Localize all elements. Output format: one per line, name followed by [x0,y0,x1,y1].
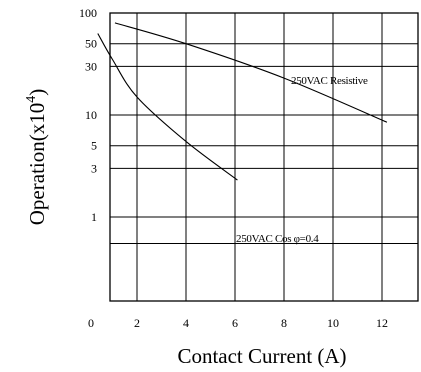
series-group [97,22,388,181]
x-tick-label-4: 4 [183,316,189,330]
y-tick-label-100: 100 [79,6,97,20]
x-tick-labels: 0 2 4 6 8 10 12 [88,316,388,330]
x-tick-label-2: 2 [134,316,140,330]
series-line-resistive [114,22,388,123]
y-tick-label-3: 3 [91,161,97,175]
grid [110,13,418,301]
x-tick-label-6: 6 [232,316,238,330]
x-tick-label-10: 10 [327,316,339,330]
x-tick-label-8: 8 [281,316,287,330]
y-axis-label: Operation(x104) [24,89,49,225]
x-tick-label-0: 0 [88,316,94,330]
y-tick-label-30: 30 [85,59,97,73]
x-tick-label-12: 12 [376,316,388,330]
y-axis-label-superscript: 4 [24,96,39,103]
y-tick-labels: 100 50 30 10 5 3 1 [79,6,97,224]
series-line-cos-phi [97,33,238,181]
y-tick-label-5: 5 [91,139,97,153]
y-tick-label-10: 10 [85,108,97,122]
series-label-resistive: 250VAC Resistive [291,75,368,87]
y-tick-label-50: 50 [85,37,97,51]
x-axis-label: Contact Current (A) [177,344,346,368]
plot-frame [109,12,419,302]
series-labels: 250VAC Resistive 250VAC Cos φ=0.4 [236,75,368,245]
series-label-cos-phi: 250VAC Cos φ=0.4 [236,233,319,245]
y-tick-label-1: 1 [91,210,97,224]
